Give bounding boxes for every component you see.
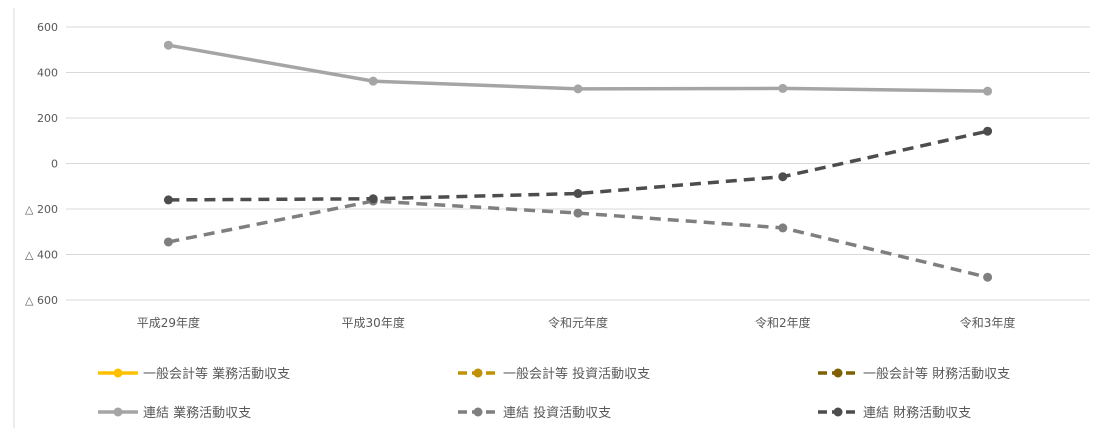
y-tick-label: △ 200 [25,203,58,216]
y-tick-label: 400 [37,67,58,80]
x-tick-label: 平成29年度 [137,315,200,330]
x-axis-tick-labels: 平成29年度 平成30年度 令和元年度 令和2年度 令和3年度 [137,315,1016,330]
legend-label: 一般会計等 財務活動収支 [863,366,1010,382]
legend-swatch-marker [833,368,843,378]
y-tick-label: 200 [37,112,58,125]
data-point [778,83,788,93]
x-tick-label: 令和2年度 [755,315,811,330]
legend-entry: 連結 財務活動収支 [818,406,971,421]
data-point [163,237,173,247]
data-point [163,40,173,50]
x-tick-label: 平成30年度 [342,315,405,330]
data-point [983,86,993,96]
y-axis-tick-labels: 600 400 200 0 △ 200 △ 400 △ 600 [25,21,58,307]
data-point [778,172,788,182]
series-line [168,43,988,93]
legend-entry: 一般会計等 業務活動収支 [98,366,290,382]
data-point [983,126,993,136]
legend-label: 連結 財務活動収支 [863,406,971,421]
data-point [163,195,173,205]
data-point [573,84,583,94]
legend-label: 連結 業務活動収支 [143,405,251,421]
x-tick-label: 令和元年度 [548,315,608,330]
legend-swatch-marker [473,407,483,417]
series-line [168,129,988,202]
legend-swatch-marker [113,368,123,378]
legend-entry: 連結 業務活動収支 [98,405,251,421]
legend-swatch-marker [473,368,483,378]
legend-label: 一般会計等 投資活動収支 [503,366,650,382]
data-point [573,189,583,199]
y-tick-label: △ 600 [25,294,58,307]
legend-entry: 連結 投資活動収支 [458,405,611,421]
y-tick-label: △ 400 [25,249,58,262]
data-point [368,194,378,204]
series-lines [163,40,993,282]
data-point [368,76,378,86]
legend-label: 一般会計等 業務活動収支 [143,366,290,382]
legend-entry: 一般会計等 投資活動収支 [458,366,650,382]
legend-entry: 一般会計等 財務活動収支 [818,366,1010,382]
data-point [573,208,583,218]
gridlines [66,26,1090,301]
x-tick-label: 令和3年度 [960,315,1016,330]
y-tick-label: 600 [37,21,58,34]
y-tick-label: 0 [51,158,58,171]
legend-swatch-marker [113,407,123,417]
data-point [983,272,993,282]
legend-swatch-marker [833,407,843,417]
data-point [778,223,788,233]
legend-label: 連結 投資活動収支 [503,405,611,421]
